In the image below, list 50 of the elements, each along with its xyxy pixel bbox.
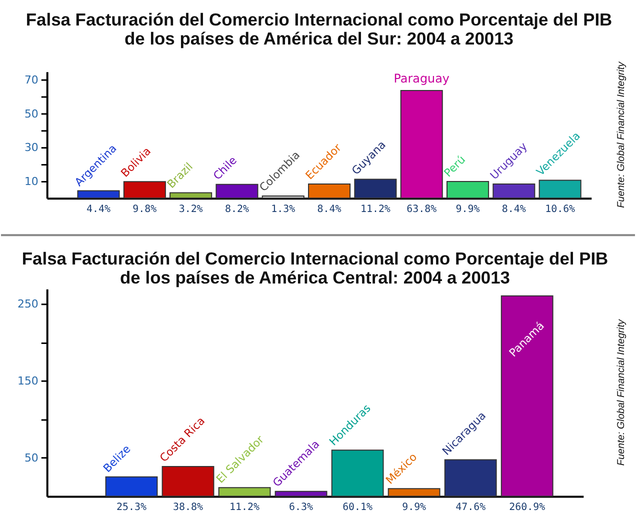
y-tick-label: 250 [17,298,38,311]
data-label: 10.6% [545,204,576,216]
data-label: 25.3% [116,502,146,514]
bar [400,90,443,199]
y-tick-label: 10 [24,174,38,188]
data-label: 11.2% [230,502,260,514]
data-label: 4.4% [86,204,110,216]
data-label: 11.2% [360,204,390,216]
category-label: Paraguay [394,72,450,86]
data-label: 1.3% [271,204,296,216]
bar [218,487,271,497]
data-label: 6.3% [289,502,314,514]
bar [170,192,212,199]
bar [274,490,328,497]
data-label: 260.9% [509,502,546,514]
bar [123,181,166,199]
data-label: 8.2% [224,204,249,216]
bar [216,184,258,199]
bar [105,476,158,497]
bar [444,459,497,497]
bar [331,450,384,497]
bar [538,180,582,199]
data-label: 8.4% [502,204,526,216]
bar [354,178,397,199]
bar [446,180,490,199]
bar [162,466,214,497]
chart-title: Falsa Facturación del Comercio Internacional como Porcentaje del PIB de los países de América del Sur: 2004 a 20013 [26,9,612,48]
data-label: 8.4% [317,204,342,216]
data-label: 63.8% [406,204,437,216]
bar [492,184,536,199]
y-tick-label: 150 [17,374,38,388]
bar [388,488,440,497]
source-note: Fuente: Global Financial Integrity [616,60,628,208]
data-label: 9.9% [456,204,480,216]
data-label: 60.1% [342,502,373,514]
bar [500,295,554,497]
chart-title: Falsa Facturación del Comercio Internacional como Porcentaje del PIB de los países de América Central: 2004 a 20013 [22,248,608,288]
data-label: 3.2% [178,204,203,216]
data-label: 47.6% [456,502,486,514]
y-tick-label: 50 [24,451,38,464]
y-tick-label: 50 [24,107,38,120]
bar [308,184,351,199]
y-tick-label: 70 [24,74,38,87]
bar [77,190,120,199]
data-label: 9.9% [402,502,426,514]
source-note: Fuente: Global Financial Integrity [616,318,628,466]
data-label: 38.8% [173,502,203,514]
bar [262,195,304,199]
y-tick-label: 30 [24,141,38,154]
data-label: 9.8% [132,204,157,216]
